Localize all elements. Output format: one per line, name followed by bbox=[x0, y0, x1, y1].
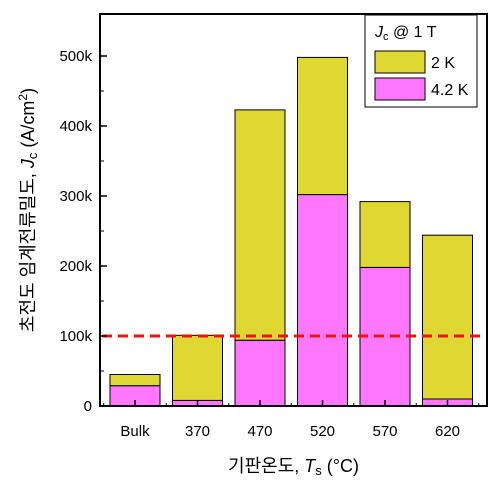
x-axis-title: 기판온도, Ts (°C) bbox=[228, 456, 359, 478]
y-tick-label-500k: 500k bbox=[59, 48, 92, 65]
legend-title-symbol: J bbox=[374, 24, 384, 41]
x-axis-title-symbol: T bbox=[304, 456, 317, 476]
bar-4_2K-570 bbox=[359, 266, 411, 407]
bar-2K-Bulk bbox=[109, 374, 161, 387]
plot-frame bbox=[99, 13, 488, 407]
x-tick-label-570: 570 bbox=[372, 423, 397, 440]
y-tick-label-300k: 300k bbox=[59, 188, 92, 205]
x-axis-title-korean: 기판온도, bbox=[228, 456, 304, 476]
bar-4_2K-470 bbox=[234, 339, 286, 407]
bar-2K-520 bbox=[297, 56, 348, 196]
legend-label-4_2K: 4.2 K bbox=[431, 82, 469, 99]
y-axis-title-unit-end: ) bbox=[18, 88, 38, 94]
legend-swatch-2K bbox=[374, 50, 426, 74]
legend-label-2K: 2 K bbox=[431, 55, 455, 72]
bars bbox=[109, 56, 473, 407]
bar-2K-470 bbox=[234, 109, 286, 341]
axis-ticks: Bulk 370 470 520 570 620 0 100k 200k 300k 400k 500k bbox=[59, 48, 480, 440]
x-tick-label-Bulk: Bulk bbox=[120, 423, 150, 440]
legend-title: Jc @ 1 T bbox=[374, 24, 437, 43]
y-tick-label-100k: 100k bbox=[59, 328, 92, 345]
y-axis-title-unit: (A/cm bbox=[18, 101, 38, 153]
y-tick-label-0: 0 bbox=[84, 398, 92, 415]
x-axis-title-subscript: s bbox=[315, 463, 322, 478]
legend-entries: 2 K 4.2 K bbox=[374, 50, 469, 101]
bar-2K-620 bbox=[422, 234, 473, 400]
y-axis-title-subscript: c bbox=[25, 152, 40, 159]
x-tick-label-620: 620 bbox=[435, 423, 460, 440]
y-axis-title-superscript: 2 bbox=[16, 94, 30, 101]
x-axis-title-unit: (°C) bbox=[322, 456, 359, 476]
x-tick-label-470: 470 bbox=[247, 423, 272, 440]
legend-swatch-4_2K bbox=[374, 77, 426, 101]
y-axis-title: 초전도 임계전류밀도, Jc (A/cm2) bbox=[16, 88, 40, 332]
y-tick-label-200k: 200k bbox=[59, 258, 92, 275]
legend: Jc @ 1 T 2 K 4.2 K bbox=[364, 14, 478, 108]
bar-2K-570 bbox=[359, 201, 411, 268]
x-tick-label-370: 370 bbox=[185, 423, 210, 440]
y-axis-title-symbol: J bbox=[18, 158, 38, 169]
y-axis-title-korean: 초전도 임계전류밀도, bbox=[18, 168, 38, 332]
y-tick-label-400k: 400k bbox=[59, 118, 92, 135]
x-tick-label-520: 520 bbox=[310, 423, 335, 440]
legend-title-text: @ 1 T bbox=[389, 24, 437, 41]
bar-2K-370 bbox=[172, 334, 223, 401]
bar-4_2K-520 bbox=[297, 194, 348, 407]
legend-title-subscript: c bbox=[383, 31, 389, 43]
